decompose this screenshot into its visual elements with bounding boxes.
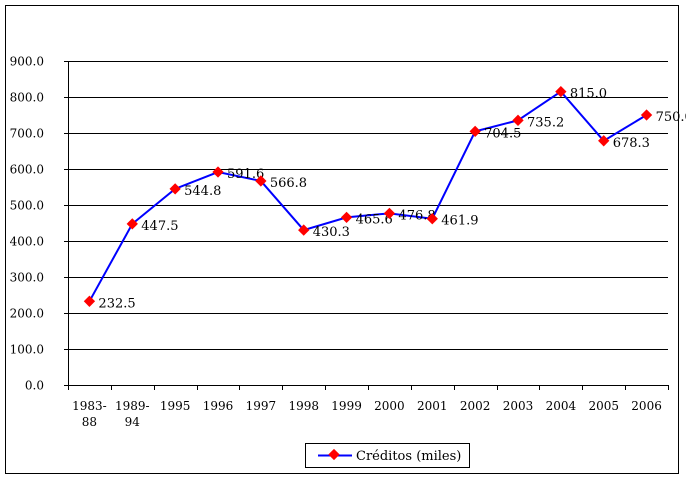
data-label: 566.8 xyxy=(270,176,307,191)
x-tick-label: 1989- xyxy=(115,399,150,413)
chart-frame xyxy=(5,5,679,474)
y-tick-label: 600.0 xyxy=(10,163,44,177)
data-label: 544.8 xyxy=(184,184,221,199)
data-point xyxy=(598,135,610,147)
x-tick-label: 2000 xyxy=(374,399,405,413)
y-tick-label: 100.0 xyxy=(10,343,44,357)
x-tick-label: 1997 xyxy=(246,399,277,413)
data-label: 232.5 xyxy=(98,296,135,311)
y-tick-label: 700.0 xyxy=(10,127,44,141)
data-point xyxy=(469,125,481,138)
y-tick-label: 800.0 xyxy=(10,91,44,105)
x-tick-label: 1996 xyxy=(203,399,234,413)
legend-label: Créditos (miles) xyxy=(356,449,461,464)
x-tick-label: 1998 xyxy=(288,399,319,413)
data-label: 476.8 xyxy=(398,208,435,223)
series-line xyxy=(88,90,648,302)
x-tick-label: 1995 xyxy=(160,399,191,413)
data-point xyxy=(212,166,224,178)
x-tick-label: 94 xyxy=(125,415,141,429)
data-label: 591.6 xyxy=(227,167,264,182)
data-label: 704.5 xyxy=(484,126,521,141)
data-point xyxy=(126,218,138,230)
x-tick-label: 2005 xyxy=(588,399,619,413)
y-tick-label: 200.0 xyxy=(10,307,44,321)
x-tick-label: 2001 xyxy=(417,399,448,413)
y-tick-label: 900.0 xyxy=(10,55,44,69)
data-label: 815.0 xyxy=(570,87,607,102)
y-tick-label: 400.0 xyxy=(10,235,44,249)
x-tick-label: 2003 xyxy=(503,399,534,413)
data-label: 447.5 xyxy=(141,219,178,234)
data-point xyxy=(169,183,181,195)
legend-marker-icon xyxy=(328,448,340,461)
data-label: 678.3 xyxy=(613,136,650,151)
x-tick-label: 1999 xyxy=(331,399,362,413)
data-label: 461.9 xyxy=(441,214,478,229)
data-point xyxy=(298,224,310,236)
legend: Créditos (miles) xyxy=(305,443,470,468)
x-tick-label: 2002 xyxy=(460,399,491,413)
x-tick-label: 1983- xyxy=(72,399,107,413)
x-tick-label: 88 xyxy=(82,415,97,429)
data-label: 430.3 xyxy=(313,225,350,240)
y-tick-label: 300.0 xyxy=(10,271,44,285)
data-point xyxy=(383,207,396,220)
data-label: 750.0 xyxy=(656,110,686,125)
y-tick-label: 0.0 xyxy=(25,379,44,393)
x-tick-label: 2006 xyxy=(631,399,662,413)
y-tick-label: 500.0 xyxy=(10,199,44,213)
data-label: 465.6 xyxy=(356,212,393,227)
data-label: 735.2 xyxy=(527,115,564,130)
data-point xyxy=(426,213,438,225)
x-tick-label: 2004 xyxy=(546,399,577,413)
data-point xyxy=(255,175,267,187)
data-point xyxy=(340,211,353,224)
